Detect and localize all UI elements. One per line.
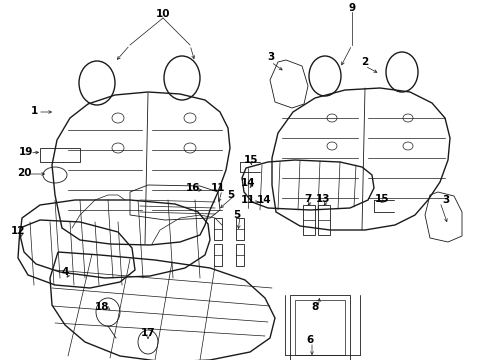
Text: 8: 8 bbox=[311, 302, 318, 312]
Text: 6: 6 bbox=[306, 335, 313, 345]
Bar bbox=[236, 244, 244, 266]
Text: 20: 20 bbox=[17, 168, 31, 178]
Bar bbox=[317, 205, 329, 235]
Text: 1: 1 bbox=[30, 106, 38, 116]
Text: 11: 11 bbox=[210, 183, 225, 193]
Text: 5: 5 bbox=[227, 190, 234, 200]
Text: 11: 11 bbox=[240, 195, 255, 205]
Bar bbox=[303, 205, 314, 235]
Text: 7: 7 bbox=[304, 194, 311, 204]
Text: 13: 13 bbox=[315, 194, 329, 204]
Text: 15: 15 bbox=[374, 194, 388, 204]
Text: 12: 12 bbox=[11, 226, 25, 236]
Text: 2: 2 bbox=[361, 57, 368, 67]
Bar bbox=[214, 218, 222, 240]
Text: 19: 19 bbox=[19, 147, 33, 157]
Bar bbox=[294, 300, 345, 355]
Text: 3: 3 bbox=[442, 195, 448, 205]
Text: 15: 15 bbox=[243, 155, 258, 165]
Text: 3: 3 bbox=[267, 52, 274, 62]
Text: 16: 16 bbox=[185, 183, 200, 193]
Text: 10: 10 bbox=[156, 9, 170, 19]
Text: 4: 4 bbox=[61, 267, 68, 277]
Bar bbox=[289, 295, 349, 360]
Text: 17: 17 bbox=[141, 328, 155, 338]
Text: 18: 18 bbox=[95, 302, 109, 312]
Bar bbox=[236, 218, 244, 240]
Text: 9: 9 bbox=[348, 3, 355, 13]
Bar bbox=[214, 244, 222, 266]
Text: 14: 14 bbox=[240, 178, 255, 188]
Text: 5: 5 bbox=[233, 210, 240, 220]
Text: 14: 14 bbox=[256, 195, 271, 205]
